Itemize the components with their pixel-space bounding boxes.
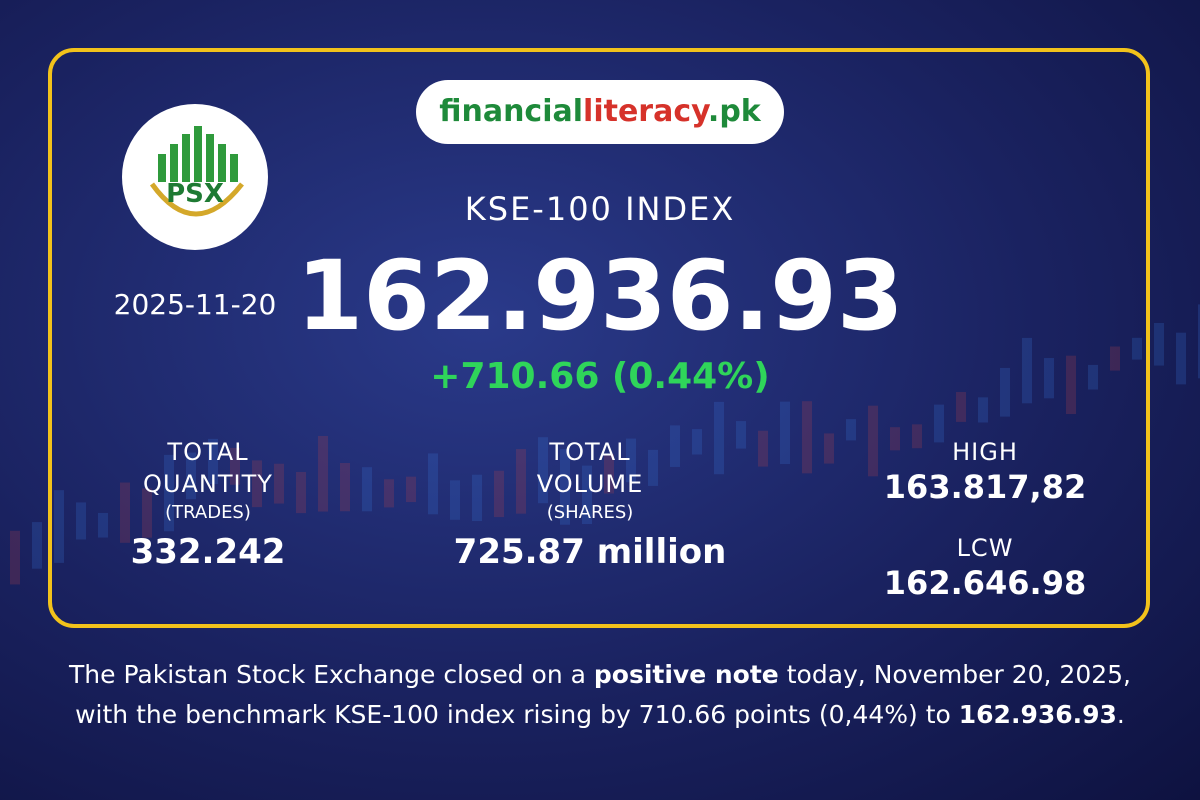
candle-decoration: [32, 522, 42, 569]
candle-decoration: [1110, 346, 1120, 371]
low-value: 162.646.98: [883, 564, 1087, 602]
brand-text: .pk: [707, 94, 761, 129]
candle-decoration: [1044, 358, 1054, 399]
frame: [48, 48, 1150, 628]
candle-decoration: [1198, 304, 1200, 379]
candle-decoration: [934, 404, 944, 443]
candle-decoration: [1176, 332, 1186, 385]
candle-decoration: [164, 454, 174, 532]
candle-decoration: [780, 401, 790, 465]
candle-decoration: [868, 405, 878, 477]
candle-decoration: [978, 397, 988, 423]
index-value: 162.936.93: [296, 240, 904, 352]
candle-decoration: [1132, 337, 1142, 360]
candle-decoration: [516, 449, 526, 514]
candle-decoration: [494, 470, 504, 518]
stat-label: QUANTITY: [143, 470, 273, 498]
logo-art: PSX: [149, 126, 244, 217]
candle-decoration: [10, 530, 20, 585]
candle-decoration: [912, 424, 922, 449]
candle-decoration: [648, 449, 658, 486]
candle-decoration: [186, 452, 196, 500]
logo-text: PSX: [166, 179, 224, 209]
stat: TOTAL QUANTITY (TRADES) 332.242: [108, 436, 308, 572]
candle-decoration: [1154, 322, 1164, 366]
candle-decoration: [670, 425, 680, 467]
range: HIGH 163.817,82 LCW 162.646.98: [870, 436, 1100, 602]
candle-decoration: [142, 488, 152, 538]
candle-decoration: [98, 512, 108, 538]
stat-sub: (SHARES): [546, 502, 634, 523]
brand-text: literacy: [583, 94, 708, 129]
candle-decoration: [428, 453, 438, 515]
candle-decoration: [76, 502, 86, 540]
candle-decoration: [956, 392, 966, 422]
candle-decoration: [604, 454, 614, 494]
stat-label: VOLUME: [536, 470, 644, 498]
candle-decoration: [54, 490, 64, 563]
candle-decoration: [626, 438, 636, 483]
candle-decoration: [824, 433, 834, 464]
candle-decoration: [582, 465, 592, 525]
candle-decoration: [406, 476, 416, 503]
footer-bold: positive note: [593, 660, 779, 689]
high-value: 163.817,82: [883, 468, 1087, 506]
candle-decoration: [1088, 364, 1098, 390]
candle-decoration: [560, 449, 570, 525]
footer-text: with the benchmark KSE-100 index rising …: [75, 700, 959, 729]
candle-decoration: [208, 438, 218, 485]
candle-decoration: [538, 437, 548, 504]
low-label: LCW: [956, 534, 1014, 562]
brand-pill: financialliteracy.pk: [416, 80, 784, 144]
candle-decoration: [758, 430, 768, 467]
stat-sub: (TRADES): [165, 502, 251, 523]
index-title: KSE-100 INDEX: [464, 190, 736, 228]
brand-text: financial: [439, 94, 584, 129]
candle-decoration: [846, 419, 856, 441]
footer-text: today, November 20, 2025,: [778, 660, 1131, 689]
candle-decoration: [318, 435, 328, 512]
psx-logo: PSX: [122, 104, 268, 250]
stat: TOTAL VOLUME (SHARES) 725.87 million: [430, 436, 750, 572]
footer-bold: 162.936.93: [958, 700, 1117, 729]
candle-decoration: [384, 479, 394, 508]
stat-label: TOTAL: [549, 438, 631, 466]
candle-decoration: [472, 474, 482, 522]
candle-decoration: [230, 447, 240, 485]
stat-label: TOTAL: [167, 438, 249, 466]
date: 2025-11-20: [113, 288, 277, 321]
stat-value: 332.242: [130, 532, 286, 572]
candle-decoration: [736, 421, 746, 449]
candle-decoration: [692, 429, 702, 455]
candle-decoration: [1000, 367, 1010, 417]
candle-decoration: [252, 460, 262, 508]
candle-decoration: [296, 472, 306, 514]
candle-decoration: [362, 467, 372, 512]
candle-decoration: [1022, 337, 1032, 404]
footer-line: with the benchmark KSE-100 index rising …: [0, 700, 1200, 729]
candle-decoration: [274, 463, 284, 504]
footer-text: .: [1116, 700, 1125, 729]
candle-decoration: [340, 462, 350, 512]
candle-decoration: [450, 480, 460, 520]
candle-decoration: [1066, 355, 1076, 415]
high-label: HIGH: [952, 438, 1018, 466]
candle-decoration: [120, 482, 130, 543]
candle-decoration: [890, 427, 900, 451]
candle-decoration: [714, 401, 724, 475]
footer-line: The Pakistan Stock Exchange closed on a …: [0, 660, 1200, 689]
candle-decoration: [802, 401, 812, 474]
stat-value: 725.87 million: [453, 532, 727, 572]
index-change: +710.66 (0.44%): [430, 356, 770, 397]
footer-text: The Pakistan Stock Exchange closed on a: [69, 660, 594, 689]
